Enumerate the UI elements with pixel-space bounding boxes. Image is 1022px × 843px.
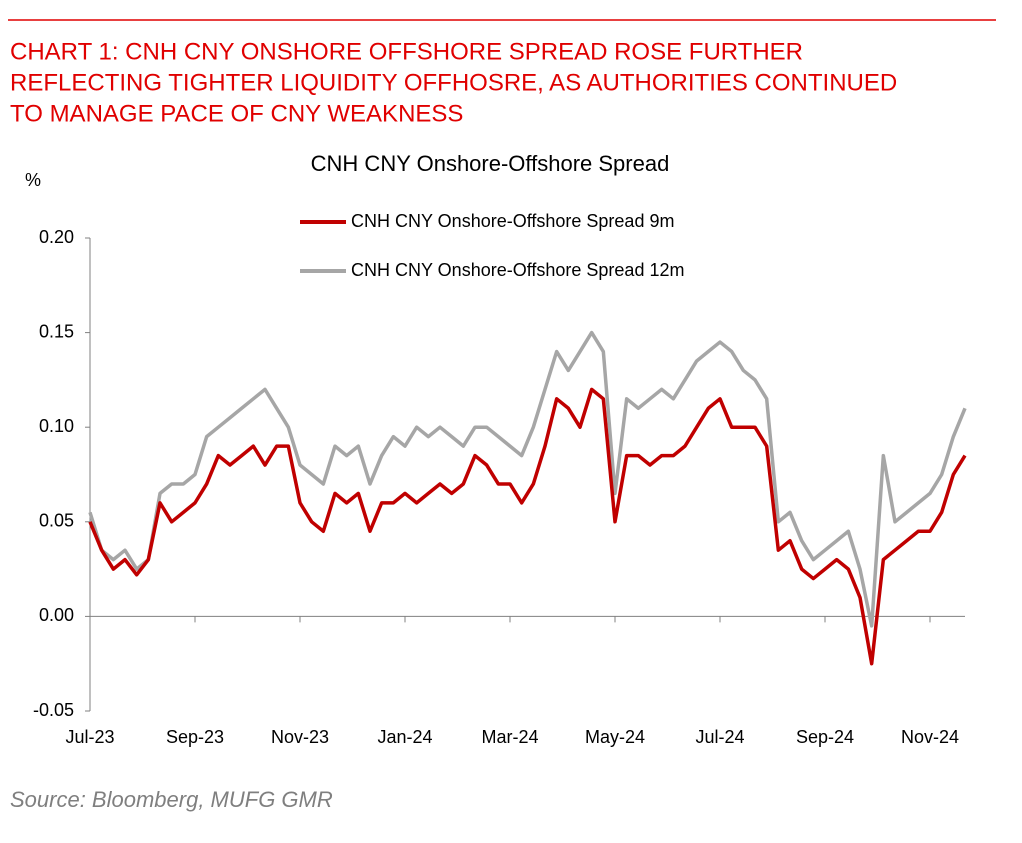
x-tick-label: Nov-24	[901, 727, 959, 747]
y-axis-label: %	[25, 170, 41, 190]
y-tick-label: 0.00	[39, 605, 74, 625]
x-tick-label: Jul-24	[695, 727, 744, 747]
x-tick-label: Mar-24	[481, 727, 538, 747]
header-line: CHART 1: CNH CNY ONSHORE OFFSHORE SPREAD…	[10, 38, 803, 65]
x-tick-label: Sep-24	[796, 727, 854, 747]
series-line	[88, 330, 967, 628]
series-line	[88, 387, 967, 666]
x-tick-label: May-24	[585, 727, 645, 747]
y-tick-label: 0.20	[39, 227, 74, 247]
y-tick-label: 0.15	[39, 321, 74, 341]
x-tick-label: Jul-23	[65, 727, 114, 747]
y-tick-label: -0.05	[33, 700, 74, 720]
y-tick-label: 0.05	[39, 511, 74, 531]
x-tick-label: Sep-23	[166, 727, 224, 747]
x-tick-label: Nov-23	[271, 727, 329, 747]
y-tick-label: 0.10	[39, 416, 74, 436]
legend-label: CNH CNY Onshore-Offshore Spread 9m	[351, 211, 674, 231]
header-line: TO MANAGE PACE OF CNY WEAKNESS	[10, 100, 463, 127]
chart-title: CNH CNY Onshore-Offshore Spread	[311, 151, 670, 176]
header-line: REFLECTING TIGHTER LIQUIDITY OFFHOSRE, A…	[10, 69, 897, 96]
source: Source: Bloomberg, MUFG GMR	[10, 787, 333, 812]
legend-label: CNH CNY Onshore-Offshore Spread 12m	[351, 260, 684, 280]
x-tick-label: Jan-24	[377, 727, 432, 747]
